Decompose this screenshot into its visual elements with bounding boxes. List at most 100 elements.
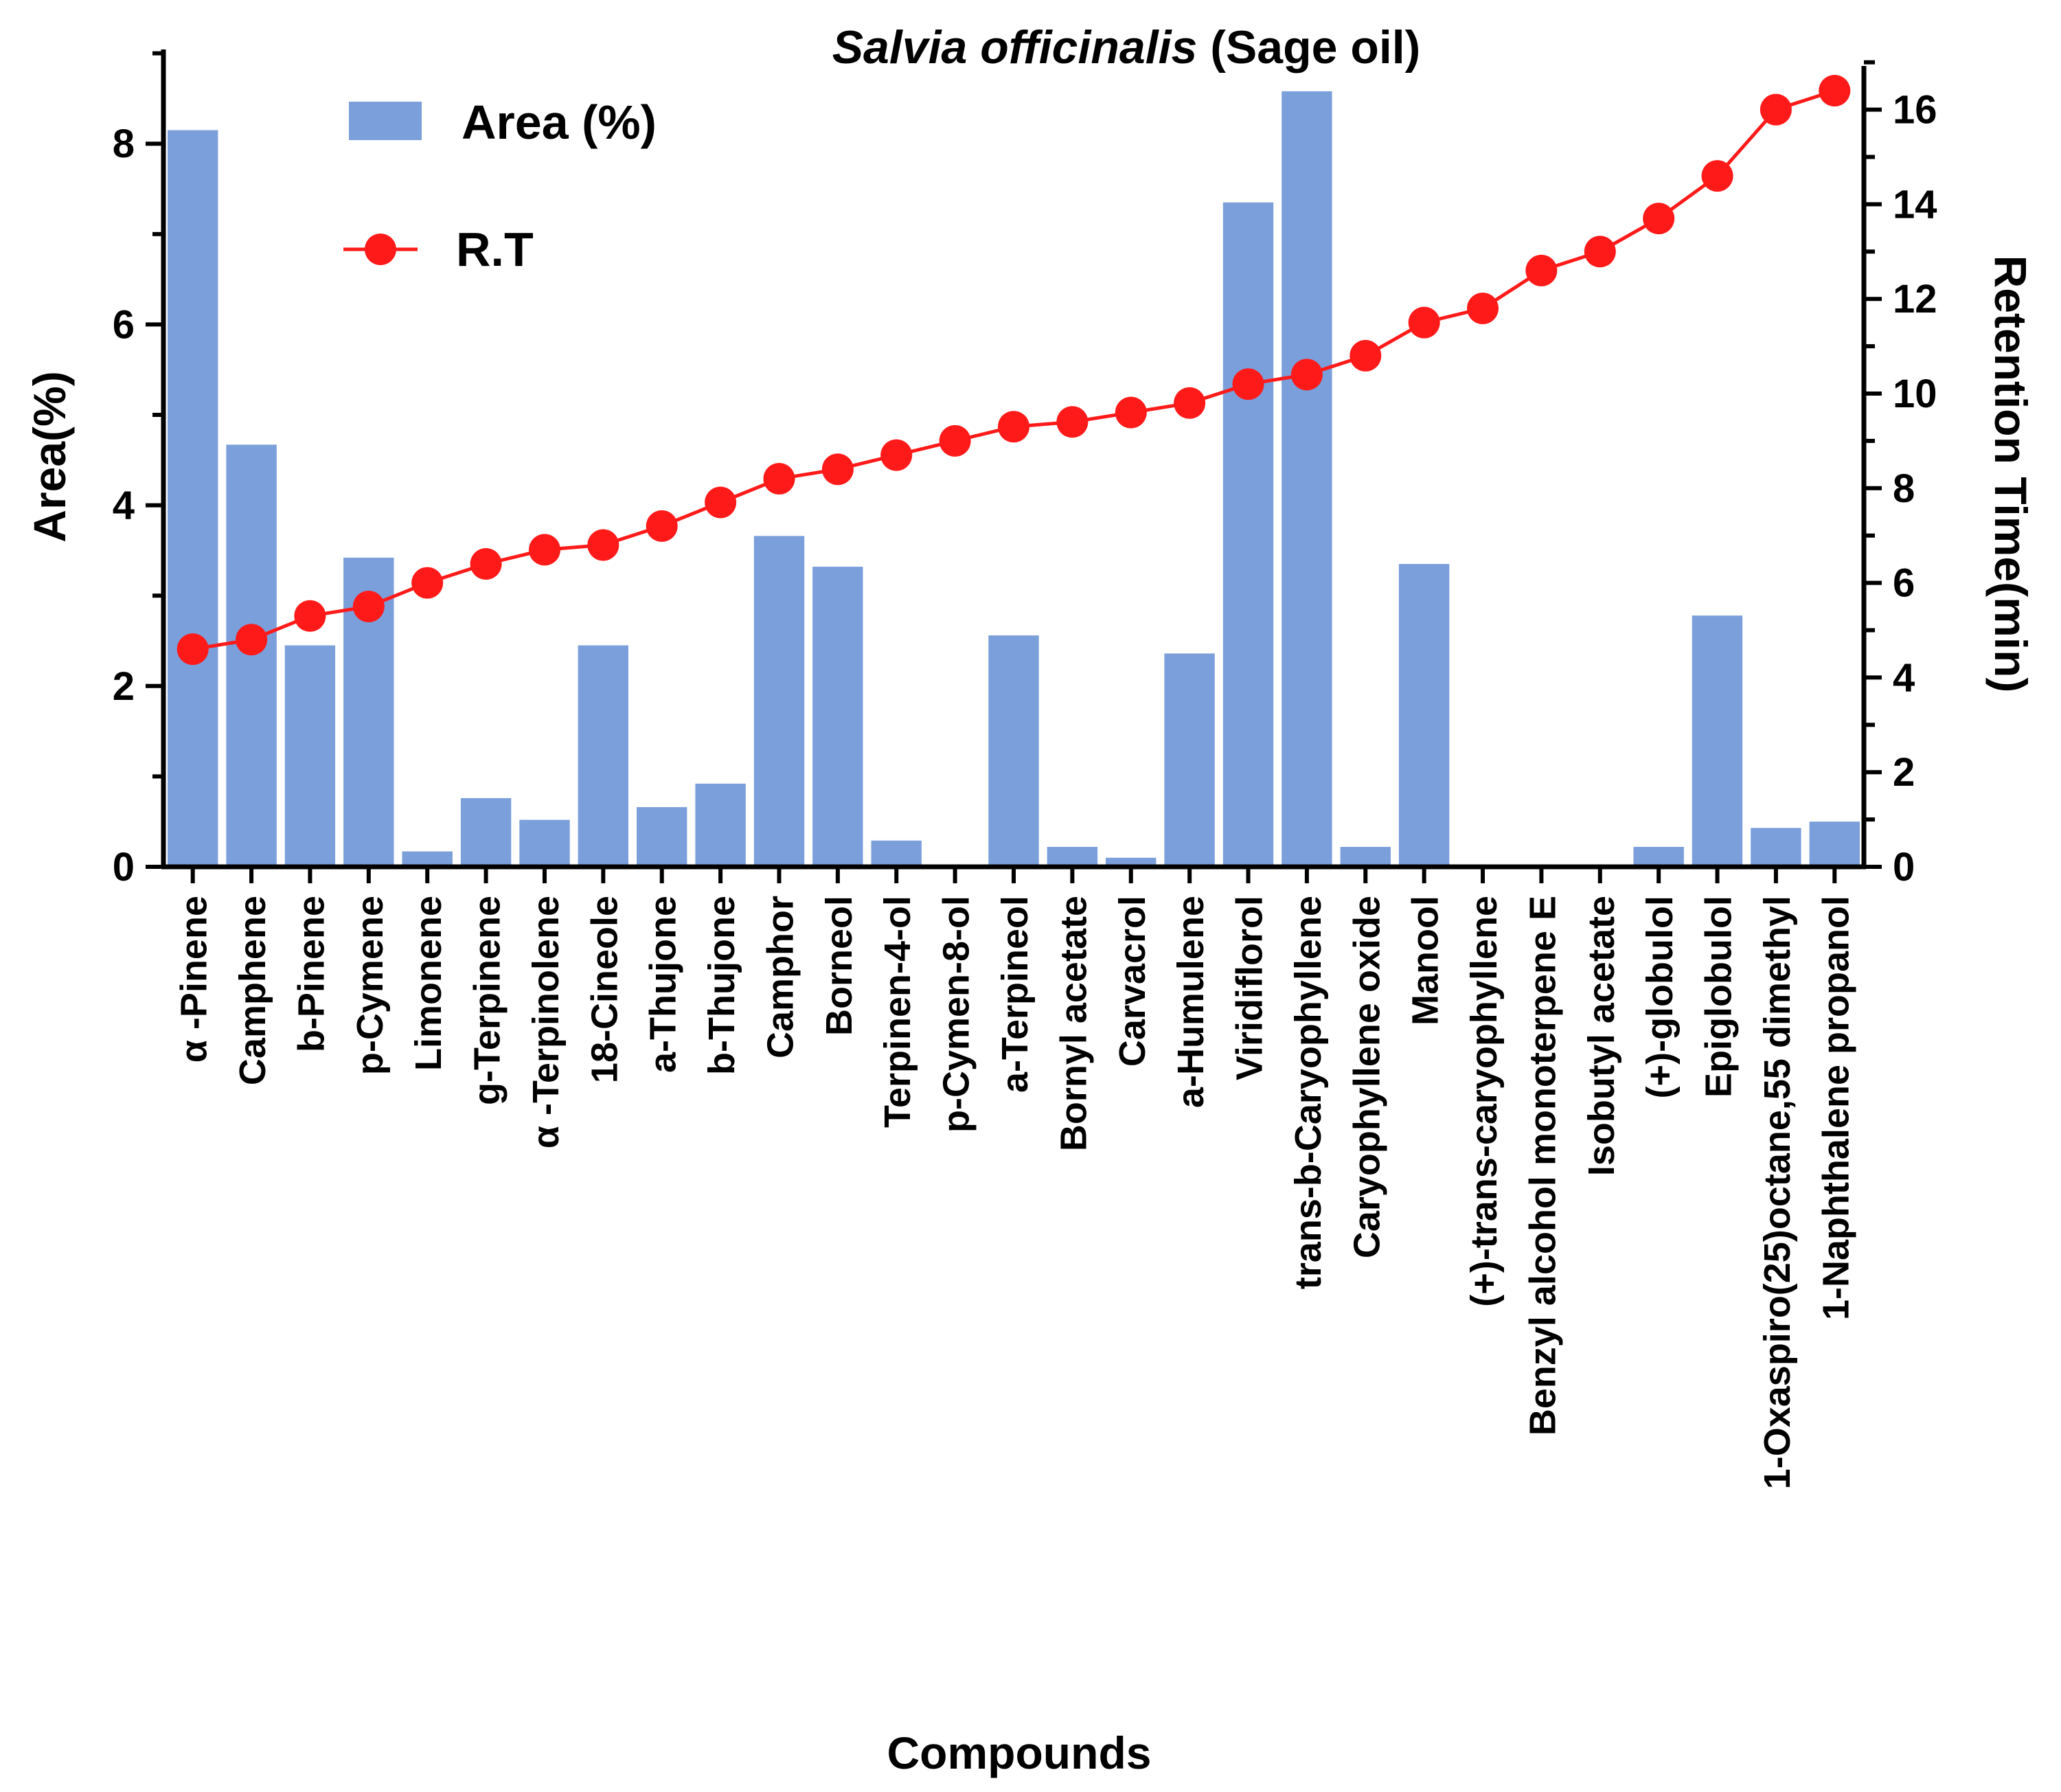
x-category-label: b-Thujone [701, 896, 742, 1075]
rt-point-16 [1115, 396, 1147, 429]
x-category-label: 1-Naphthalene propanol [1815, 896, 1856, 1320]
x-category-label: a-Terpineol [994, 896, 1036, 1093]
bar-18 [1222, 202, 1274, 867]
y-right-tick-label: 12 [1893, 277, 1937, 321]
rt-point-20 [1350, 339, 1382, 372]
x-category-label: Isobutyl acetate [1581, 896, 1622, 1176]
rt-point-17 [1174, 387, 1206, 419]
y-right-tick-label: 16 [1893, 88, 1937, 133]
y-axis-title-right: Retention Time(min) [1985, 256, 2036, 693]
bar-8 [637, 807, 687, 867]
rt-point-14 [998, 411, 1029, 443]
rt-point-0 [177, 633, 209, 666]
x-category-label: Benzyl alcohol monoterpene E [1522, 896, 1563, 1436]
x-category-label: (+)-globulol [1639, 896, 1681, 1098]
y-left-tick-label: 6 [113, 302, 135, 347]
rt-point-6 [529, 534, 560, 566]
rt-point-11 [821, 453, 854, 486]
bar-15 [1047, 847, 1098, 867]
bar-20 [1340, 847, 1391, 867]
chart-title: Salvia officinalis (Sage oil) [832, 21, 1421, 73]
rt-point-24 [1584, 236, 1616, 268]
bar-27 [1751, 828, 1801, 867]
x-category-label: Epiglobulol [1698, 896, 1740, 1098]
x-category-label: Terpinen-4-ol [877, 896, 918, 1128]
rt-point-21 [1408, 306, 1440, 339]
x-category-label: α -Terpinolene [525, 896, 567, 1148]
bar-28 [1809, 821, 1860, 867]
rt-point-9 [705, 486, 737, 519]
bar-21 [1398, 564, 1450, 867]
rt-point-1 [236, 624, 268, 656]
rt-point-19 [1290, 359, 1323, 391]
bar-17 [1164, 653, 1215, 867]
rt-point-10 [763, 463, 795, 495]
y-left-tick-label: 0 [113, 845, 135, 889]
bar-14 [988, 635, 1039, 867]
rt-series-line [192, 89, 1836, 651]
x-category-label: Caryophyllene oxide [1346, 896, 1387, 1258]
bar-4 [402, 851, 453, 867]
rt-point-2 [294, 600, 326, 632]
y-axis-title-left: Area(%) [24, 371, 75, 542]
bar-25 [1633, 847, 1684, 867]
bar-2 [284, 645, 336, 867]
y-left-tick-label: 8 [113, 122, 135, 166]
rt-point-12 [880, 439, 913, 471]
chart-title-rest: (Sage oil) [1197, 21, 1420, 73]
x-category-label: Camphene [232, 896, 273, 1085]
line-layer [177, 75, 1851, 666]
y-left-tick-label: 2 [113, 664, 135, 709]
rt-point-13 [939, 424, 971, 457]
y-right-tick-label: 10 [1893, 372, 1937, 416]
rt-point-23 [1525, 254, 1558, 286]
y-right-tick-label: 6 [1893, 561, 1915, 606]
bar-0 [168, 130, 218, 867]
y-right-tick-label: 2 [1893, 750, 1915, 795]
x-category-label: a-Thujone [643, 896, 684, 1073]
x-category-label: p-Cymen-8-ol [936, 896, 977, 1133]
chart-title-italic: Salvia officinalis [832, 21, 1198, 73]
legend-label-area: Area (%) [462, 95, 657, 149]
rt-point-3 [352, 591, 385, 622]
y-right-tick-label: 4 [1893, 655, 1915, 700]
rt-point-27 [1760, 93, 1792, 126]
legend-swatch-rt-marker [365, 234, 396, 265]
rt-point-28 [1819, 75, 1851, 106]
legend: Area (%) R.T [343, 95, 657, 276]
x-category-label: Bornyl acetate [1053, 896, 1094, 1151]
bar-12 [871, 840, 922, 867]
x-category-label: Limonene [408, 896, 449, 1071]
x-category-label: 18-Cineole [584, 896, 625, 1083]
rt-point-25 [1643, 203, 1675, 235]
bar-26 [1692, 615, 1743, 867]
rt-point-4 [411, 567, 444, 599]
x-category-label: (+)-trans-caryophyllene [1464, 896, 1505, 1307]
rt-point-18 [1232, 368, 1264, 400]
bar-5 [460, 798, 512, 867]
y-right-tick-label: 8 [1893, 466, 1915, 511]
x-category-label: Borneol [819, 896, 860, 1036]
bars-layer [168, 91, 1860, 867]
legend-swatch-area [349, 102, 422, 140]
x-category-label: α -Pinene [174, 896, 215, 1063]
bar-7 [578, 645, 628, 867]
bar-6 [519, 819, 570, 867]
bar-1 [226, 444, 277, 867]
rt-point-8 [646, 510, 678, 542]
bar-9 [695, 783, 746, 867]
x-axis-title: Compounds [887, 1727, 1152, 1778]
bar-11 [812, 567, 863, 867]
legend-label-rt: R.T [456, 223, 534, 276]
x-category-label: Manool [1405, 896, 1446, 1025]
bar-19 [1282, 91, 1332, 867]
x-category-label: b-Pinene [291, 896, 332, 1052]
x-category-label: trans-b-Caryophyllene [1288, 896, 1329, 1289]
y-right-tick-label: 14 [1893, 182, 1937, 227]
axes-layer [146, 49, 1882, 883]
x-category-label: Carvacrol [1112, 896, 1153, 1067]
labels-layer: 0 2 4 6 8 0 2 4 6 8 10 12 14 16 α -Pinene Camphene b-Pin… [113, 88, 1937, 1490]
x-category-label: g-Terpinene [467, 896, 508, 1105]
x-category-label: a-Humulene [1170, 896, 1211, 1108]
